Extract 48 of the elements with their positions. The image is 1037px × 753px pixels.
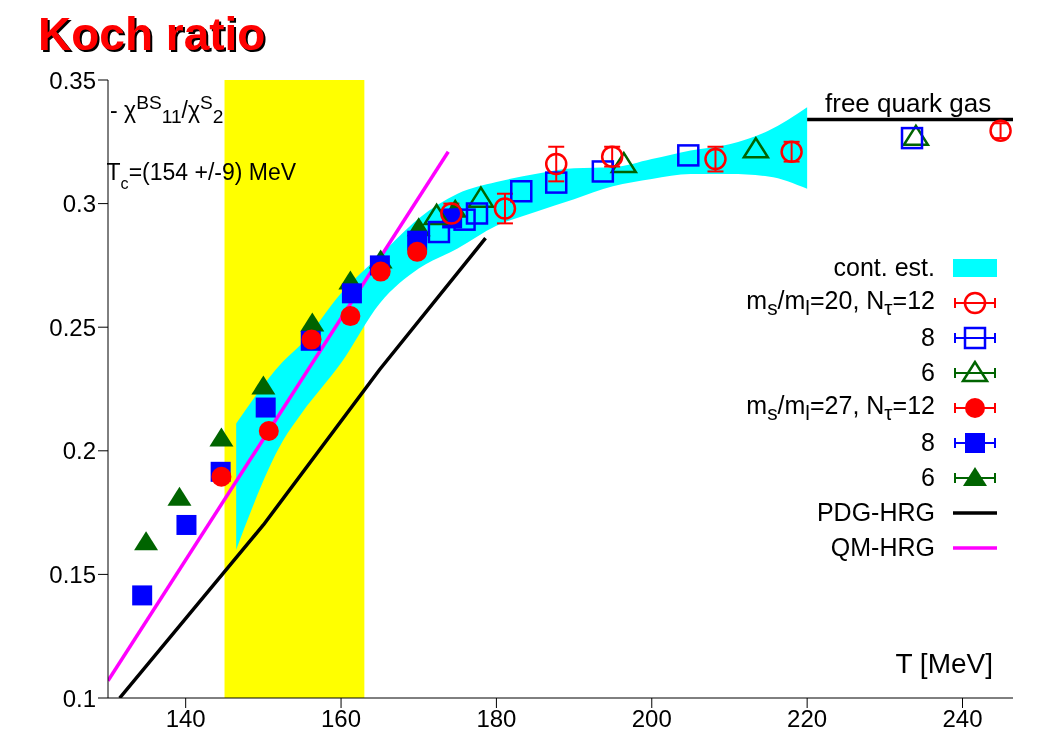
legend-label: 6 [921,463,935,492]
point [407,241,428,262]
point [258,421,279,442]
legend-label: 8 [921,323,935,352]
point [370,261,391,282]
point [544,152,568,176]
legend-label: QM-HRG [830,533,935,562]
x-tick-label: 220 [787,705,828,733]
point [209,427,234,447]
x-tick-label: 200 [631,705,672,733]
y-tick-label: 0.3 [62,190,96,218]
x-tick-label: 160 [321,705,362,733]
legend-label: PDG-HRG [816,498,935,527]
y-tick-label: 0.35 [49,66,96,94]
legend-label: 6 [921,358,935,387]
point [465,202,489,225]
point [176,514,197,535]
point [427,220,451,244]
y-tick-label: 0.1 [62,684,96,712]
point [167,486,192,506]
point [677,144,700,167]
point [211,466,232,487]
legend-label: m$_{s}$/m$_{l}$=27, N$_{τ}$=12 [746,390,935,425]
x-tick-label: 180 [476,705,517,733]
point [591,160,615,183]
point [251,375,276,395]
point [900,126,924,150]
legend-label: m$_{s}$/m$_{l}$=20, N$_{τ}$=12 [746,285,935,320]
y-tick-label: 0.15 [49,560,96,588]
point [493,197,517,220]
point [300,312,325,332]
y-tick-label: 0.25 [49,313,96,341]
point [510,179,533,203]
point [340,306,361,327]
x-tick-label: 140 [165,705,206,733]
point [134,531,159,551]
point [467,186,495,208]
legend-label: cont. est. [833,253,935,282]
chart-title: Koch ratio [37,8,267,60]
x-tick-label: 240 [942,705,983,733]
y-tick-label: 0.2 [62,437,96,465]
point [341,283,362,304]
point [132,585,153,606]
legend-label: 8 [921,428,935,457]
annotation: free quark gas [825,87,992,118]
point [742,136,770,159]
point [255,397,276,418]
x-axis-title: T [MeV] [895,648,993,680]
